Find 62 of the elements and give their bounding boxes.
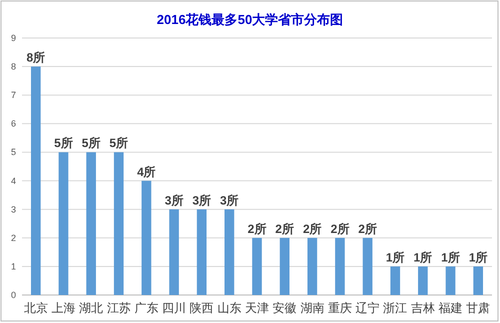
y-tick-label: 3 [10, 204, 16, 214]
bar [58, 152, 68, 295]
x-tick-label: 广东 [134, 301, 158, 315]
bar [114, 152, 124, 295]
x-tick-label: 山东 [217, 301, 242, 315]
bar [252, 238, 262, 295]
y-tick-label: 6 [10, 118, 16, 129]
x-tick-label: 北京 [24, 301, 48, 315]
data-label: 3所 [164, 193, 184, 208]
y-tick-label: 5 [10, 147, 16, 158]
y-tick-label: 8 [10, 62, 16, 72]
y-tick-label: 0 [10, 290, 16, 300]
y-tick-label: 1 [10, 261, 16, 272]
bar [390, 266, 400, 295]
data-label: 5所 [54, 136, 73, 150]
bar [446, 266, 456, 295]
data-label: 3所 [192, 193, 212, 208]
x-tick-label: 重庆 [328, 301, 352, 315]
data-label: 2所 [358, 222, 377, 236]
x-tick-label: 辽宁 [356, 301, 380, 315]
bar [418, 266, 428, 295]
y-tick-label: 2 [10, 232, 16, 243]
x-tick-label: 天津 [245, 301, 269, 315]
bar [335, 238, 345, 295]
x-tick-label: 湖南 [300, 301, 324, 315]
bar [86, 152, 96, 295]
x-tick-label: 江苏 [106, 301, 131, 315]
data-label: 1所 [468, 250, 488, 264]
data-label: 2所 [275, 222, 294, 236]
x-tick-label: 吉林 [410, 301, 435, 315]
x-tick-label: 安徽 [272, 301, 297, 315]
data-label: 8所 [26, 50, 46, 65]
x-tick-label: 福建 [438, 301, 463, 315]
bar [362, 238, 372, 295]
x-tick-label: 湖北 [79, 301, 104, 315]
bar [169, 209, 179, 295]
data-label: 1所 [386, 250, 405, 264]
x-tick-label: 浙江 [383, 301, 408, 315]
data-label: 1所 [441, 250, 460, 264]
data-label: 2所 [330, 222, 350, 236]
bar [307, 238, 318, 295]
y-tick-label: 9 [10, 33, 16, 43]
y-tick-label: 7 [10, 90, 16, 100]
data-label: 2所 [302, 222, 322, 236]
x-tick-label: 上海 [51, 301, 76, 315]
bar [473, 266, 484, 295]
data-label: 2所 [248, 222, 266, 236]
data-label: 3所 [220, 193, 239, 208]
x-tick-label: 四川 [162, 301, 186, 315]
y-tick-label: 4 [10, 176, 16, 186]
bar [224, 209, 234, 295]
data-label: 1所 [414, 250, 432, 264]
bar [142, 180, 152, 295]
data-label: 5所 [109, 136, 128, 150]
bar [30, 66, 41, 295]
data-label: 4所 [137, 164, 156, 179]
bar [280, 238, 290, 295]
x-tick-label: 甘肃 [466, 301, 490, 315]
x-tick-label: 陕西 [190, 301, 214, 315]
bar [196, 209, 207, 295]
data-label: 5所 [82, 136, 100, 150]
chart-title: 2016花钱最多50大学省市分布图 [156, 12, 344, 27]
